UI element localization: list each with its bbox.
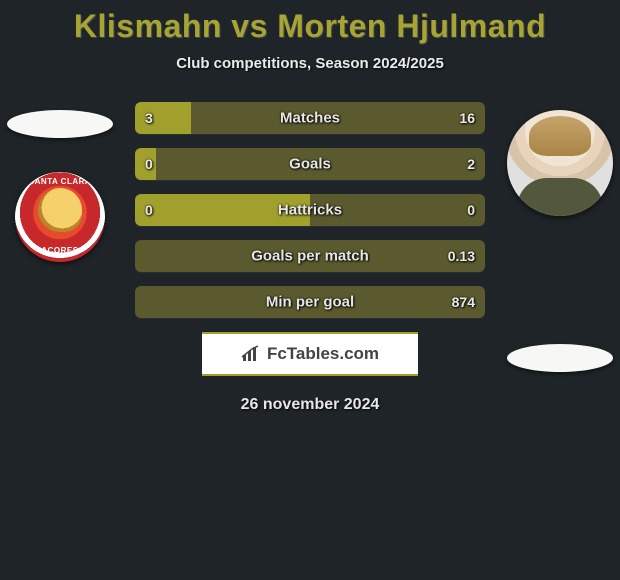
stat-row: Hattricks00 [135, 194, 485, 226]
stat-bar-left [135, 102, 191, 134]
stat-row: Min per goal874 [135, 286, 485, 318]
club-badge-text-bottom: AÇORES [15, 246, 105, 255]
footer-brand-box: FcTables.com [202, 332, 418, 376]
club-badge-left: SANTA CLARA AÇORES [15, 172, 105, 262]
club-right-placeholder [507, 344, 613, 372]
right-player-column [500, 102, 620, 372]
subtitle: Club competitions, Season 2024/2025 [0, 55, 620, 72]
page-title: Klismahn vs Morten Hjulmand [0, 0, 620, 45]
bar-chart-icon [241, 345, 263, 363]
stat-bar-right [191, 102, 485, 134]
stat-bar-right [135, 240, 485, 272]
stat-bar-right [310, 194, 485, 226]
stat-bar-right [156, 148, 485, 180]
stat-bar-track [135, 286, 485, 318]
stat-bar-left [135, 194, 310, 226]
stat-bar-right [135, 286, 485, 318]
stat-bar-track [135, 240, 485, 272]
player-left-placeholder [7, 110, 113, 138]
footer-brand-text: FcTables.com [267, 344, 379, 364]
player-right-photo [507, 110, 613, 216]
date-text: 26 november 2024 [0, 396, 620, 414]
stat-row: Matches316 [135, 102, 485, 134]
left-player-column: SANTA CLARA AÇORES [0, 102, 120, 262]
stat-bar-track [135, 148, 485, 180]
stat-bar-left [135, 148, 156, 180]
stat-row: Goals02 [135, 148, 485, 180]
stat-row: Goals per match0.13 [135, 240, 485, 272]
comparison-content: SANTA CLARA AÇORES Matches316 Goals02 Hatt… [0, 102, 620, 414]
stat-bar-track [135, 194, 485, 226]
club-badge-text-top: SANTA CLARA [15, 177, 105, 186]
stat-bar-track [135, 102, 485, 134]
stat-bars: Matches316 Goals02 Hattricks00 Goals per ma… [135, 102, 485, 318]
